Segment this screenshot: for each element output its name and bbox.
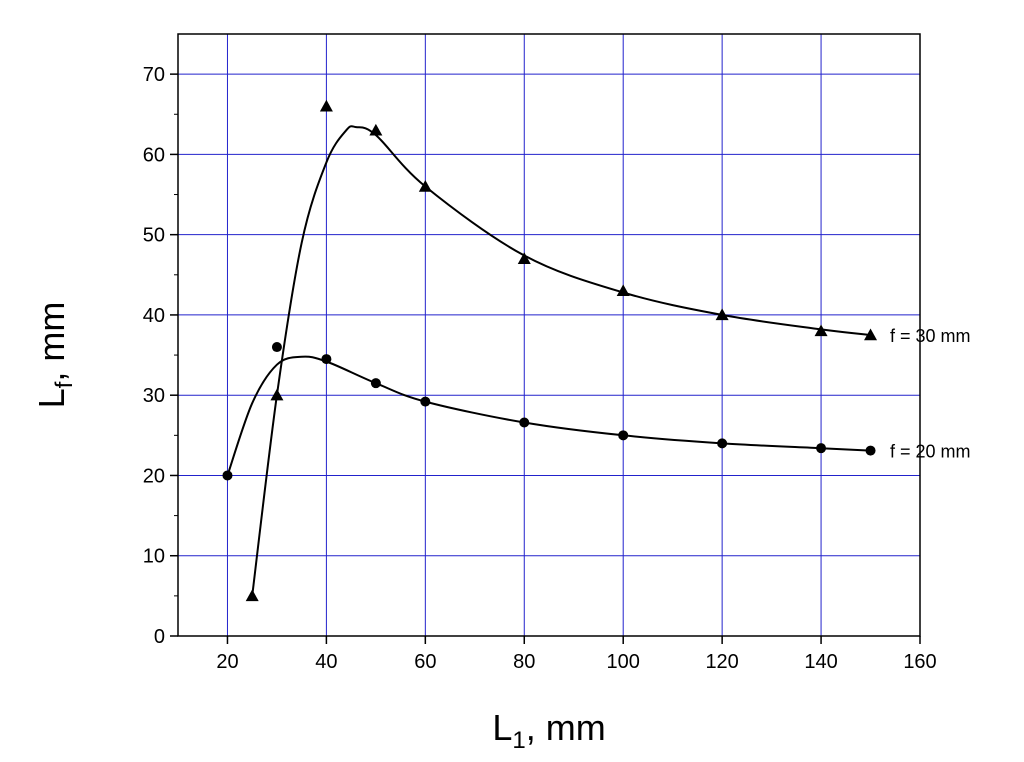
point-f30 [715,308,729,321]
y-tick-label: 10 [143,546,165,568]
point-f20 [420,396,431,407]
point-f20 [519,417,530,428]
point-f20 [618,430,629,441]
point-f20 [321,354,332,365]
series-labels: f = 20 mm f = 30 mm [890,326,971,462]
y-tick-label: 40 [143,305,165,327]
point-f30 [517,252,531,264]
curve-f20 [226,355,871,476]
y-tick-label: 50 [143,225,165,247]
x-axis-title: L1, mm [492,707,605,754]
point-f20 [370,378,381,389]
point-f30 [369,123,383,136]
series-label-f20: f = 20 mm [890,442,971,462]
y-axis-title: Lf, mm [31,302,78,409]
point-f30 [319,99,333,112]
point-f20 [816,443,827,454]
grid [178,34,921,636]
x-tick-label: 80 [513,651,535,673]
y-tick-label: 0 [154,626,165,648]
y-tick-label: 70 [143,64,165,86]
x-tick-label: 120 [705,651,738,673]
y-axis-title-suffix: , mm [31,302,72,382]
x-axis-title-suffix: , mm [526,707,606,748]
tick-labels: 20 40 60 80 100 120 140 160 0 10 20 30 40 50 60 70 [143,64,937,673]
y-axis-title-sub: f [51,381,78,388]
x-tick-label: 160 [903,651,936,673]
data-markers [222,99,878,602]
point-f30 [270,388,284,401]
series-label-f30: f = 30 mm [890,326,971,346]
point-f20 [717,438,728,449]
x-tick-label: 60 [414,651,436,673]
x-tick-label: 100 [607,651,640,673]
point-f20 [865,445,876,456]
y-axis-title-main: L [31,388,72,408]
x-tick-label: 20 [216,651,238,673]
point-f30 [245,589,259,602]
y-tick-label: 20 [143,465,165,487]
y-tick-label: 30 [143,385,165,407]
point-f20 [271,342,282,353]
x-axis-title-sub: 1 [512,727,525,754]
x-tick-label: 40 [315,651,337,673]
point-f20 [222,470,233,481]
point-f30 [814,324,828,337]
plot-frame [177,33,921,637]
y-tick-label: 60 [143,144,165,166]
point-f30 [616,284,630,297]
x-tick-label: 140 [804,651,837,673]
axis-ticks [170,73,921,644]
point-f30 [418,180,432,192]
curve-f30 [251,125,871,597]
x-axis-title-main: L [492,707,512,748]
point-f30 [864,328,878,341]
